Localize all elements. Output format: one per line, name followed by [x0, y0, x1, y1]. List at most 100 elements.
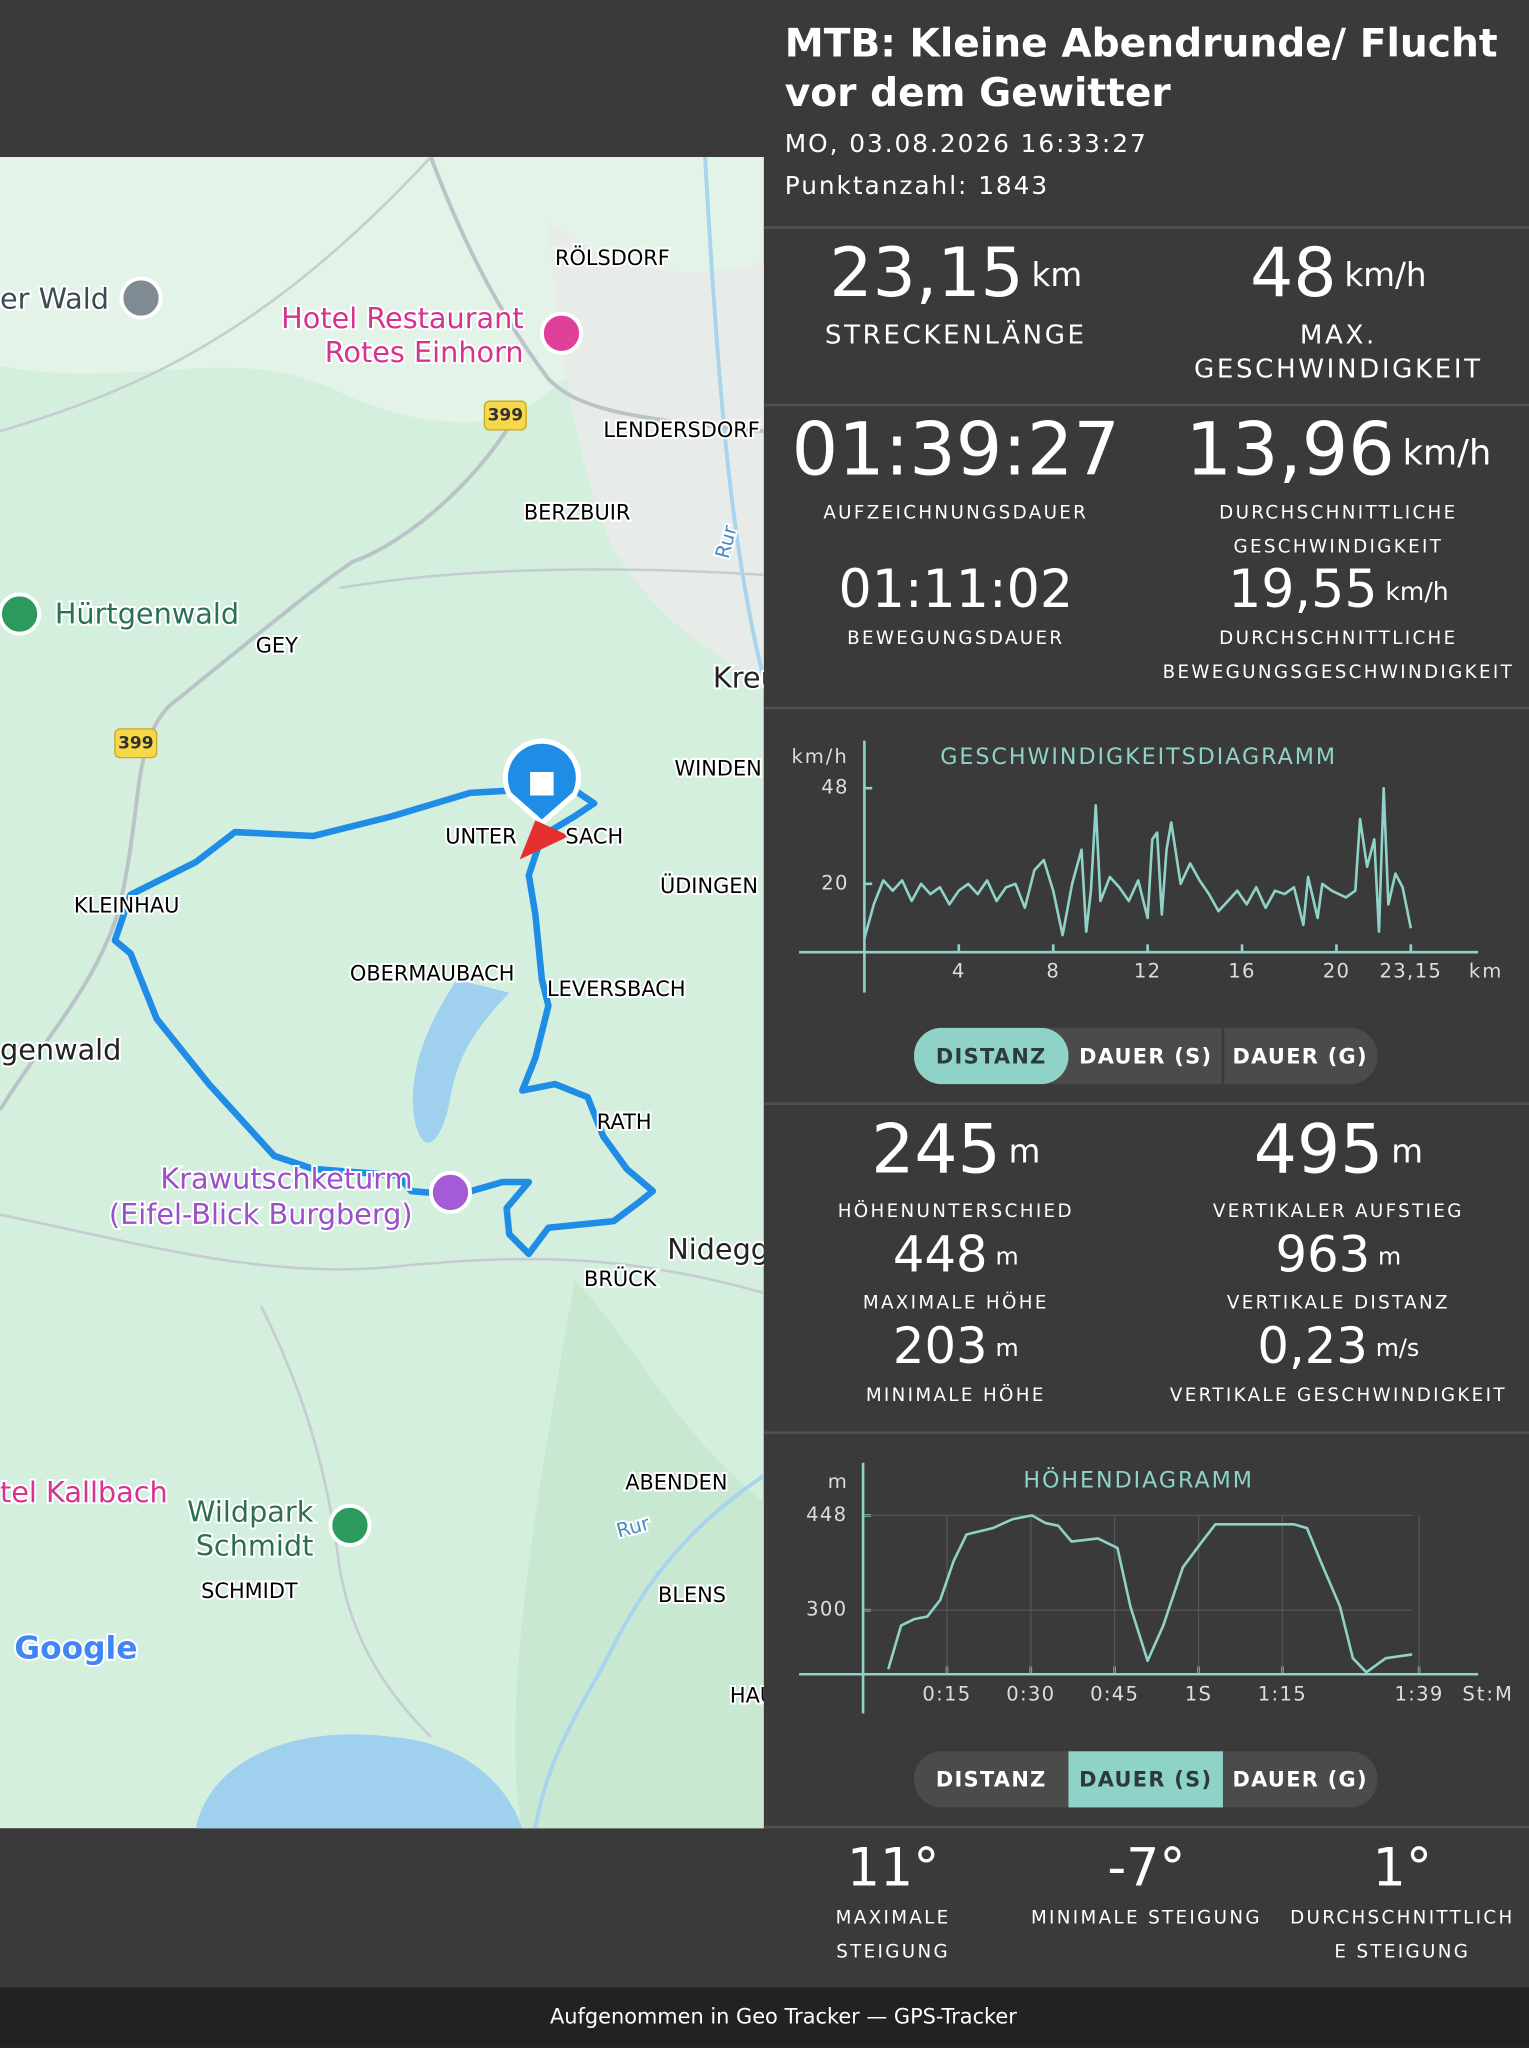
x-tick-label: 0:45 [1090, 1683, 1139, 1706]
lake [195, 1734, 523, 1829]
stat-unit: m [995, 1242, 1018, 1270]
stat-value: 203 m [893, 1317, 1019, 1375]
stat-label: MINIMALE HÖHE [866, 1384, 1046, 1406]
x-tick-label: 12 [1134, 959, 1162, 982]
map-label: SACH [565, 824, 623, 848]
stat-label: DURCHSCHNITTLICHE [1219, 502, 1457, 523]
data-line [887, 1514, 1413, 1674]
stat-value: 48 km/h [1250, 234, 1426, 313]
stat-unit: m [995, 1334, 1018, 1362]
data-line [863, 786, 1413, 939]
stat-number: 11° [847, 1838, 940, 1898]
map-label: Google [14, 1630, 137, 1666]
x-tick-label: 0:15 [922, 1683, 971, 1706]
stat-value: 448 m [893, 1225, 1019, 1283]
map-label: SCHMIDT [201, 1579, 298, 1603]
datetime: MO, 03.08.2026 16:33:27 [785, 129, 1148, 158]
x-tick-label: 1:39 [1394, 1683, 1443, 1706]
stat-number: -7° [1107, 1838, 1185, 1898]
stat-unit: m [1391, 1132, 1423, 1170]
road-shield [483, 400, 527, 431]
title: MTB: Kleine Abendrunde/ Flucht [785, 22, 1498, 67]
footer: Aufgenommen in Geo Tracker — GPS-Tracker [550, 2005, 1017, 2029]
map-label: Krawutschketurm [160, 1162, 412, 1196]
stat-number: 495 [1254, 1110, 1384, 1189]
map-label: (Eifel-Blick Burgberg) [109, 1197, 413, 1231]
map-label: Nidegg [667, 1232, 769, 1266]
title: vor dem Gewitter [785, 71, 1172, 116]
stat-number: 448 [893, 1225, 988, 1283]
tab-label[interactable]: DAUER (G) [1232, 1044, 1367, 1068]
town-area [548, 222, 764, 680]
stat-label: BEWEGUNGSDAUER [847, 628, 1064, 649]
stat-label: MAXIMALE [836, 1907, 951, 1928]
stat-label: DURCHSCHNITTLICH [1290, 1907, 1515, 1928]
map[interactable] [0, 157, 764, 1829]
stat-label: STEIGUNG [836, 1941, 950, 1962]
map-label: RÖLSDORF [555, 245, 670, 270]
road [429, 157, 764, 434]
stat-unit: km/h [1403, 433, 1492, 474]
tab-label[interactable]: DAUER (S) [1079, 1768, 1212, 1792]
y-unit: m [828, 1470, 849, 1493]
end-marker [519, 820, 570, 860]
poi-icon [0, 592, 42, 636]
tab-label[interactable]: DAUER (S) [1079, 1044, 1212, 1068]
stat-number: 0,23 [1257, 1317, 1367, 1375]
y-tick-label: 48 [821, 776, 849, 799]
map-label: er Wald [0, 282, 109, 316]
stat-label: HÖHENUNTERSCHIED [838, 1200, 1074, 1222]
road-shield [114, 728, 158, 759]
stat-value: 1° [1373, 1838, 1432, 1898]
lake [412, 979, 510, 1143]
stat-label: VERTIKALER AUFSTIEG [1213, 1201, 1464, 1222]
chart-title: HÖHENDIAGRAMM [1023, 1466, 1254, 1494]
y-unit: km/h [791, 745, 848, 768]
stat-label: BEWEGUNGSGESCHWINDIGKEIT [1163, 662, 1515, 683]
map-label: KLEINHAU [74, 893, 180, 917]
map-label: OBERMAUBACH [350, 961, 515, 985]
x-tick-label: 20 [1323, 959, 1351, 982]
stat-number: 245 [871, 1110, 1001, 1189]
road [259, 1305, 432, 1738]
road [0, 404, 524, 1112]
tab-selected [1068, 1751, 1223, 1808]
map-label: Hürtgenwald [55, 596, 239, 630]
x-unit: St:M [1462, 1683, 1513, 1706]
footer-bar [0, 1987, 1529, 2048]
map-label: Wildpark [187, 1495, 314, 1529]
map-label: BLENS [658, 1583, 726, 1607]
stat-label: VERTIKALE GESCHWINDIGKEIT [1170, 1385, 1507, 1406]
map-label: genwald [0, 1032, 121, 1066]
tab-label[interactable]: DAUER (G) [1232, 1768, 1367, 1792]
poi-icon [328, 1503, 372, 1547]
tab-label[interactable]: DISTANZ [936, 1768, 1047, 1792]
stat-value: 11° [847, 1838, 940, 1898]
road [0, 157, 432, 433]
tab-label[interactable]: DISTANZ [936, 1044, 1047, 1068]
map-label: ABENDEN [625, 1471, 727, 1495]
x-tick-label: 8 [1046, 959, 1060, 982]
stat-unit: m [1378, 1242, 1401, 1270]
stat-number: 19,55 [1228, 560, 1378, 620]
x-tick-label: 0:30 [1006, 1683, 1055, 1706]
map-label: GEY [256, 634, 298, 658]
x-tick-label: 23,15 [1380, 959, 1443, 982]
stat-number: 963 [1276, 1225, 1371, 1283]
stat-label: VERTIKALE DISTANZ [1227, 1292, 1450, 1313]
stat-value: 0,23 m/s [1257, 1317, 1419, 1375]
stat-value: 01:11:02 [839, 560, 1074, 620]
stat-value: 23,15 km [829, 234, 1082, 313]
y-tick-label: 448 [806, 1503, 847, 1526]
stat-number: 01:39:27 [792, 408, 1120, 493]
map-label: LEVERSBACH [547, 977, 686, 1001]
river [533, 1474, 764, 1829]
stat-unit: m [1009, 1132, 1041, 1170]
stat-value: 963 m [1276, 1225, 1402, 1283]
map-label: 399 [118, 733, 153, 753]
map-label: ÜDINGEN [660, 873, 758, 898]
map-label: UNTER [445, 824, 516, 848]
stat-number: 23,15 [829, 234, 1023, 313]
x-tick-label: 1:15 [1258, 1683, 1307, 1706]
